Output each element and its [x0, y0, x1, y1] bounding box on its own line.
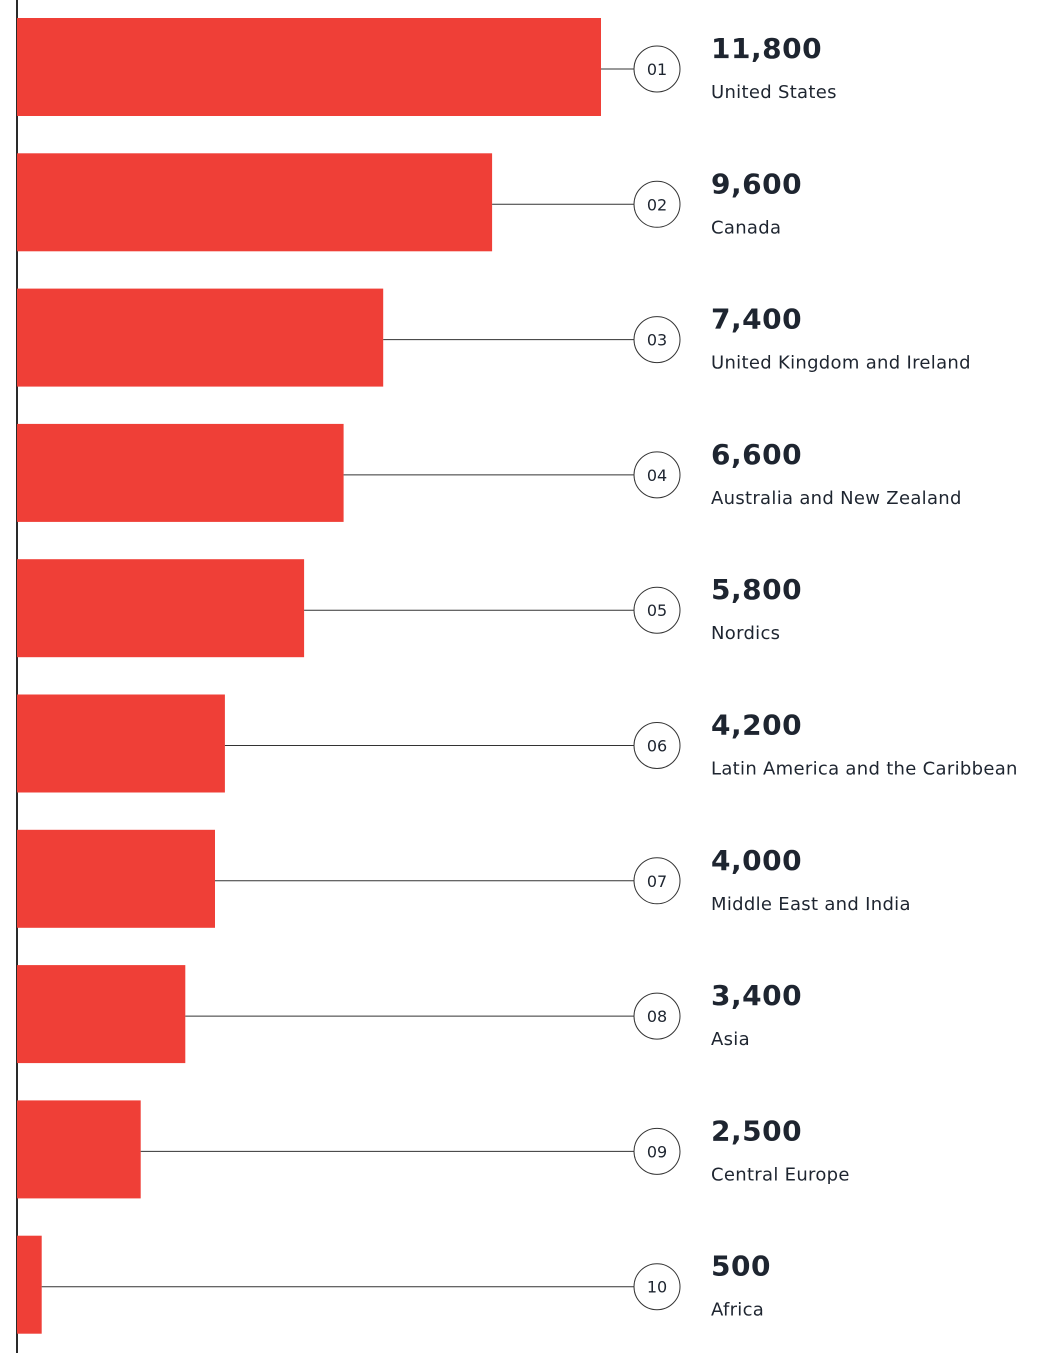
category-label: United Kingdom and Ireland	[711, 353, 971, 374]
rank-label: 09	[647, 1142, 667, 1161]
rank-circle	[633, 451, 681, 499]
rank-circle	[633, 1127, 681, 1175]
bar	[17, 18, 601, 116]
category-label: United States	[711, 82, 837, 103]
category-label: Middle East and India	[711, 894, 911, 915]
value-label: 2,500	[711, 1114, 802, 1147]
bar	[17, 153, 493, 252]
bar	[17, 829, 215, 928]
category-label: Nordics	[711, 623, 780, 644]
rank-label: 10	[647, 1278, 667, 1297]
rank-label: 07	[647, 872, 667, 891]
category-label: Latin America and the Caribbean	[711, 759, 1018, 780]
value-label: 7,400	[711, 303, 802, 336]
rank-label: 01	[647, 60, 667, 79]
value-label: 6,600	[711, 438, 802, 471]
value-label: 500	[711, 1250, 771, 1283]
rank-label: 04	[647, 466, 667, 485]
rank-circle	[633, 992, 681, 1040]
rank-label: 06	[647, 737, 667, 756]
rank-circle	[633, 857, 681, 905]
bar	[17, 1100, 141, 1199]
bar	[17, 1235, 42, 1334]
value-label: 5,800	[711, 573, 802, 606]
rank-label: 08	[647, 1007, 667, 1026]
rank-circle	[633, 586, 681, 634]
rank-label: 05	[647, 601, 667, 620]
value-label: 4,000	[711, 844, 802, 877]
bar	[17, 423, 344, 522]
rank-circle	[633, 180, 681, 228]
category-label: Central Europe	[711, 1164, 850, 1185]
category-label: Australia and New Zealand	[711, 488, 962, 509]
bar	[17, 965, 186, 1064]
rank-circle	[633, 45, 681, 93]
value-label: 11,800	[711, 32, 822, 65]
bar-rows: 01 11,800 United States 02 9,600 Canada 03 7,40…	[17, 18, 1018, 1334]
bar	[17, 559, 305, 658]
bar	[17, 288, 384, 387]
rank-circle	[633, 722, 681, 769]
value-label: 4,200	[711, 709, 802, 742]
value-label: 9,600	[711, 167, 802, 200]
bar	[17, 694, 225, 793]
rank-label: 03	[647, 331, 667, 350]
category-label: Canada	[711, 217, 781, 238]
rank-circle	[633, 1263, 681, 1311]
value-label: 3,400	[711, 979, 802, 1012]
rank-label: 02	[647, 195, 667, 214]
category-label: Asia	[711, 1029, 750, 1050]
rank-circle	[633, 316, 681, 364]
category-label: Africa	[711, 1300, 764, 1321]
